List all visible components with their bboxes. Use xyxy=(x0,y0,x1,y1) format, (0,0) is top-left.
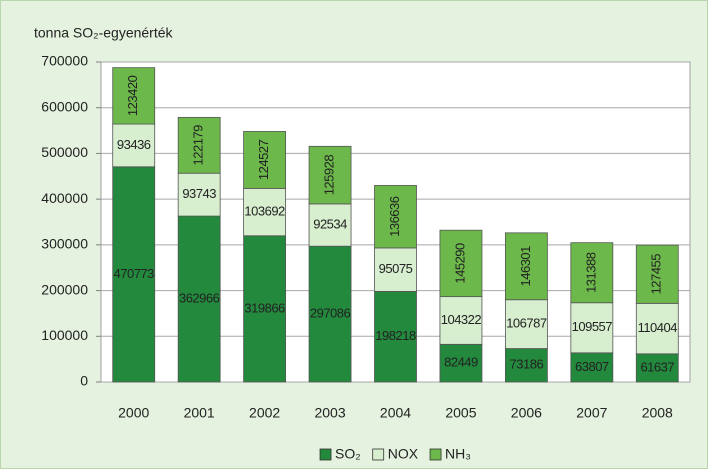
value-label: 109557 xyxy=(572,319,613,334)
bar-segment xyxy=(112,166,156,383)
y-tick-label: 400000 xyxy=(41,190,88,206)
y-tick-label: 0 xyxy=(80,373,88,389)
x-tick-label: 2003 xyxy=(314,405,345,421)
bar-segment xyxy=(439,296,483,345)
bar-segment xyxy=(439,229,483,298)
bar-segment xyxy=(308,203,352,247)
legend-swatch xyxy=(372,448,385,461)
legend-swatch xyxy=(429,448,442,461)
bar-segment xyxy=(504,348,548,383)
value-label: 124527 xyxy=(256,139,271,180)
value-label: 103692 xyxy=(244,204,285,219)
y-tick-label: 500000 xyxy=(41,144,88,160)
value-label: 297086 xyxy=(310,306,351,321)
value-label: 106787 xyxy=(506,316,547,331)
value-label: 125928 xyxy=(321,155,336,196)
legend-label: NOX xyxy=(388,446,419,462)
bar-segment xyxy=(308,245,352,383)
legend-label: SO₂ xyxy=(335,446,361,462)
bar-segment xyxy=(308,145,352,205)
value-label: 61637 xyxy=(640,359,674,374)
bar-segment xyxy=(112,67,156,125)
x-tick-label: 2007 xyxy=(576,405,607,421)
bar-segment xyxy=(243,235,287,383)
bar-segment xyxy=(570,242,614,304)
value-label: 145290 xyxy=(452,243,467,284)
value-label: 110404 xyxy=(638,320,678,335)
value-label: 319866 xyxy=(244,300,285,315)
x-tick-label: 2004 xyxy=(380,405,411,421)
value-label: 470773 xyxy=(114,266,155,281)
value-label: 131388 xyxy=(583,252,598,293)
x-tick-label: 2000 xyxy=(118,405,149,421)
value-label: 123420 xyxy=(125,75,140,116)
legend-label: NH₃ xyxy=(445,446,471,462)
y-tick-label: 100000 xyxy=(41,327,88,343)
bar-segment xyxy=(635,244,679,304)
value-label: 63807 xyxy=(575,359,609,374)
x-tick-label: 2001 xyxy=(184,405,215,421)
value-label: 82449 xyxy=(444,355,478,370)
y-tick-label: 700000 xyxy=(41,53,88,69)
x-tick-label: 2006 xyxy=(511,405,542,421)
chart-title: tonna SO₂-egyenérték xyxy=(34,25,174,41)
x-tick-label: 2005 xyxy=(445,405,476,421)
bar-segment xyxy=(177,116,221,174)
value-label: 73186 xyxy=(510,357,544,372)
value-label: 362966 xyxy=(179,290,220,305)
bar-segment xyxy=(374,247,417,292)
value-label: 198218 xyxy=(375,328,416,343)
bar-segment xyxy=(374,185,417,249)
bar-segment xyxy=(243,187,287,237)
value-label: 92534 xyxy=(313,216,347,231)
bar-segment xyxy=(635,302,679,355)
value-label: 93436 xyxy=(117,137,151,152)
y-tick-label: 300000 xyxy=(41,236,88,252)
y-tick-label: 600000 xyxy=(41,98,88,114)
y-tick-label: 200000 xyxy=(41,281,88,297)
value-label: 136636 xyxy=(387,196,402,237)
bar-segment xyxy=(504,232,548,301)
value-label: 146301 xyxy=(518,246,533,287)
value-label: 93743 xyxy=(182,186,216,201)
bar-segment xyxy=(570,302,614,354)
value-label: 127455 xyxy=(649,254,664,295)
bar-segment xyxy=(243,131,287,189)
value-label: 95075 xyxy=(379,261,413,276)
x-tick-label: 2008 xyxy=(642,405,673,421)
bar-segment xyxy=(112,123,156,168)
value-label: 104322 xyxy=(441,312,482,327)
legend-swatch xyxy=(319,448,332,461)
bar-segment xyxy=(374,290,417,383)
x-tick-label: 2002 xyxy=(249,405,280,421)
value-label: 122179 xyxy=(191,125,206,166)
bar-segment xyxy=(177,215,221,383)
